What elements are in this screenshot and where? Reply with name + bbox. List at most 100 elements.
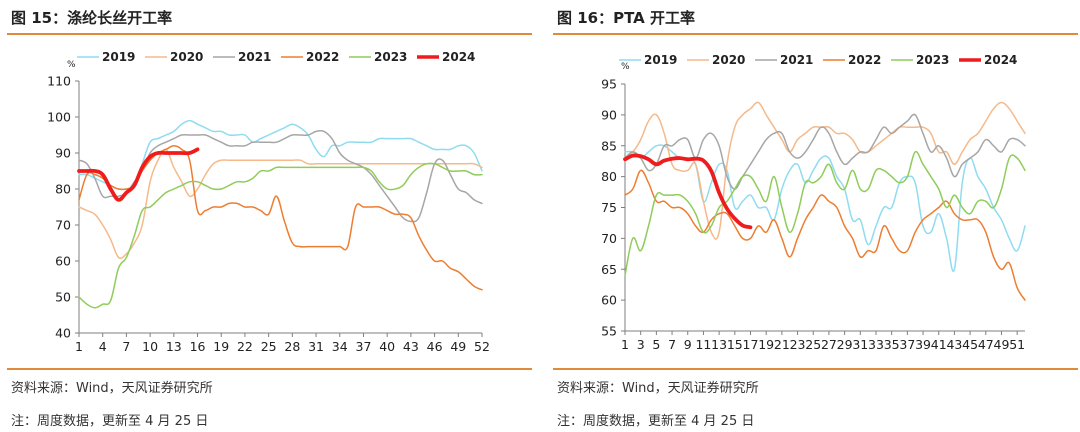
legend-label-2021: 2021 <box>780 53 813 67</box>
x-tick-label: 16 <box>190 339 206 354</box>
y-tick-label: 80 <box>55 182 71 197</box>
legend-label-2020: 2020 <box>712 53 745 67</box>
x-tick-label: 19 <box>213 339 229 354</box>
series-line-2019 <box>624 144 1026 273</box>
y-tick-label: 75 <box>601 200 617 215</box>
y-tick-label: 60 <box>601 293 617 308</box>
series-line-2023 <box>78 162 483 309</box>
x-tick-label: 31 <box>308 339 324 354</box>
chart-filament: 2019 2020 2021 2022 2023 2024% 40 50 60 70 80 90 100… <box>47 50 490 354</box>
x-tick-label: 39 <box>915 337 931 352</box>
x-tick-label: 47 <box>978 337 994 352</box>
title-divider <box>553 33 1078 35</box>
x-tick-label: 15 <box>727 337 743 352</box>
x-tick-label: 29 <box>837 337 853 352</box>
y-tick-label: 70 <box>55 218 71 233</box>
y-tick-label: 60 <box>55 254 71 269</box>
footer-divider <box>553 368 1078 370</box>
y-tick-label: 85 <box>601 138 617 153</box>
figure-title: 图 15：涤纶长丝开工率 <box>11 9 173 27</box>
legend-label-2023: 2023 <box>916 53 949 67</box>
chart-pta: 2019 2020 2021 2022 2023 2024% 55 60 65 70 75 80 85 9… <box>601 53 1026 352</box>
title-divider <box>7 33 532 35</box>
x-tick-label: 49 <box>994 337 1010 352</box>
y-tick-label: 90 <box>601 107 617 122</box>
footer-divider <box>7 368 532 370</box>
panel-pta-operating-rate: 图 16：PTA 开工率 2019 2020 2021 2022 2023 2024% 55… <box>553 0 1078 432</box>
x-tick-label: 43 <box>946 337 962 352</box>
series-line-2023 <box>624 150 1026 277</box>
x-tick-label: 19 <box>758 337 774 352</box>
x-tick-label: 35 <box>884 337 900 352</box>
y-tick-label: 50 <box>55 290 71 305</box>
y-tick-label: 110 <box>47 74 71 89</box>
x-tick-label: 3 <box>637 337 645 352</box>
y-tick-label: 90 <box>55 146 71 161</box>
x-tick-label: 23 <box>790 337 806 352</box>
y-unit-label: % <box>621 62 630 72</box>
x-tick-label: 5 <box>652 337 660 352</box>
x-tick-label: 1 <box>621 337 629 352</box>
y-unit-label: % <box>67 60 76 70</box>
x-tick-label: 52 <box>474 339 490 354</box>
x-tick-label: 37 <box>356 339 372 354</box>
legend-label-2022: 2022 <box>848 53 881 67</box>
x-tick-label: 43 <box>403 339 419 354</box>
y-tick-label: 40 <box>55 326 71 341</box>
x-tick-label: 4 <box>99 339 107 354</box>
x-tick-label: 21 <box>774 337 790 352</box>
y-tick-label: 95 <box>601 77 617 92</box>
series-line-2024 <box>77 147 200 202</box>
x-tick-label: 41 <box>931 337 947 352</box>
legend-label-2019: 2019 <box>102 50 135 64</box>
x-tick-label: 25 <box>261 339 277 354</box>
series-line-2022 <box>624 169 1026 301</box>
series-line-2024 <box>623 153 753 230</box>
series-line-2020 <box>78 148 483 260</box>
x-tick-label: 17 <box>743 337 759 352</box>
source-text: 资料来源：Wind，天风证券研究所 <box>557 381 759 396</box>
legend: 2019 2020 2021 2022 2023 2024 <box>77 50 475 64</box>
x-tick-label: 45 <box>962 337 978 352</box>
x-tick-label: 22 <box>237 339 253 354</box>
x-tick-label: 7 <box>122 339 130 354</box>
x-tick-label: 13 <box>711 337 727 352</box>
x-tick-label: 49 <box>450 339 466 354</box>
x-tick-label: 27 <box>821 337 837 352</box>
x-tick-label: 51 <box>1009 337 1025 352</box>
series-line-2020 <box>624 101 1026 240</box>
legend-label-2023: 2023 <box>374 50 407 64</box>
legend: 2019 2020 2021 2022 2023 2024 <box>619 53 1017 67</box>
series-line-2021 <box>624 113 1026 190</box>
series-line-2022 <box>78 145 483 291</box>
legend-label-2022: 2022 <box>306 50 339 64</box>
y-tick-label: 55 <box>601 324 617 339</box>
x-tick-label: 13 <box>166 339 182 354</box>
x-tick-label: 33 <box>868 337 884 352</box>
series-line-2019 <box>78 119 483 191</box>
note-text: 注：周度数据，更新至 4 月 25 日 <box>557 414 755 429</box>
legend-label-2020: 2020 <box>170 50 203 64</box>
y-tick-label: 100 <box>47 110 71 125</box>
legend-label-2024: 2024 <box>984 53 1017 67</box>
x-tick-label: 1 <box>75 339 83 354</box>
legend-label-2024: 2024 <box>442 50 475 64</box>
x-tick-label: 10 <box>142 339 158 354</box>
y-tick-label: 65 <box>601 262 617 277</box>
note-text: 注：周度数据，更新至 4 月 25 日 <box>11 414 209 429</box>
x-tick-label: 11 <box>695 337 711 352</box>
legend-label-2019: 2019 <box>644 53 677 67</box>
x-tick-label: 9 <box>684 337 692 352</box>
x-tick-label: 46 <box>427 339 443 354</box>
x-tick-label: 28 <box>284 339 300 354</box>
x-tick-label: 25 <box>805 337 821 352</box>
panel-filament-operating-rate: 图 15：涤纶长丝开工率 2019 2020 2021 2022 2023 2024% 40… <box>7 0 532 432</box>
y-tick-label: 70 <box>601 231 617 246</box>
x-tick-label: 34 <box>332 339 348 354</box>
x-tick-label: 37 <box>899 337 915 352</box>
source-text: 资料来源：Wind，天风证券研究所 <box>11 381 213 396</box>
x-tick-label: 31 <box>852 337 868 352</box>
x-tick-label: 7 <box>668 337 676 352</box>
y-tick-label: 80 <box>601 169 617 184</box>
figure-title: 图 16：PTA 开工率 <box>557 9 695 27</box>
